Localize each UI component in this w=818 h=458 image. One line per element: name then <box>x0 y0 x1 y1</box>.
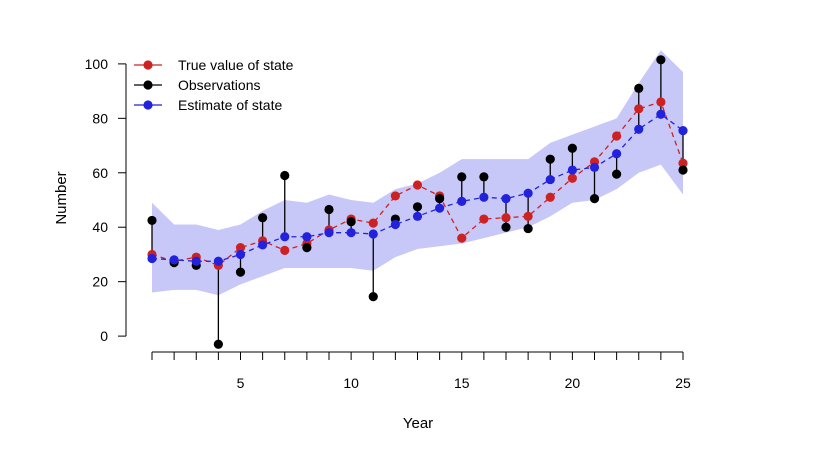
observation-point <box>545 154 555 164</box>
y-axis-title: Number <box>53 171 70 224</box>
estimate-point <box>501 194 511 204</box>
estimate-point <box>169 255 179 265</box>
observation-point <box>280 170 290 181</box>
observation-point <box>324 204 334 215</box>
estimate-point <box>191 256 201 266</box>
observation-point <box>346 217 356 227</box>
true-state-point <box>368 218 378 228</box>
x-axis-title: Year <box>403 415 433 432</box>
estimate-point <box>545 174 555 185</box>
observation-point <box>147 215 157 226</box>
x-tick-label: 15 <box>454 375 470 391</box>
true-state-point <box>523 211 533 221</box>
observation-point <box>501 222 511 232</box>
y-tick-label: 0 <box>100 328 108 344</box>
estimate-point <box>457 196 467 206</box>
legend-marker <box>143 100 153 110</box>
y-tick-label: 60 <box>92 165 108 181</box>
estimate-point <box>258 240 268 250</box>
true-state-point <box>390 191 400 201</box>
estimate-point <box>612 149 622 159</box>
estimate-point <box>656 109 666 119</box>
true-state-point <box>656 97 666 107</box>
estimate-point <box>346 228 356 238</box>
observation-point <box>258 213 268 223</box>
observation-point <box>612 169 622 179</box>
y-tick-label: 80 <box>92 110 108 126</box>
estimate-point <box>634 124 644 134</box>
estimate-point <box>368 229 378 239</box>
legend-marker <box>143 60 153 70</box>
estimate-point <box>567 165 577 175</box>
observation-point <box>213 339 223 349</box>
estimate-point <box>589 162 600 172</box>
observation-point <box>678 165 688 175</box>
legend: True value of state Observations Estimate … <box>134 57 294 113</box>
x-tick-label: 10 <box>343 375 359 391</box>
observation-point <box>589 194 600 204</box>
true-state-point <box>545 192 555 202</box>
true-state-point <box>501 213 511 223</box>
legend-marker <box>143 80 153 90</box>
estimate-point <box>235 249 246 260</box>
true-state-point <box>235 243 246 253</box>
estimate-point <box>213 256 223 266</box>
observation-point <box>479 172 489 182</box>
true-state-point <box>479 214 489 224</box>
estimate-point <box>435 203 445 213</box>
y-tick-label: 40 <box>92 219 108 235</box>
y-tick-label: 100 <box>85 56 109 72</box>
x-tick-label: 5 <box>237 375 245 391</box>
observation-point <box>634 83 644 93</box>
true-state-point <box>567 173 577 183</box>
estimate-point <box>147 253 157 264</box>
true-state-point <box>678 158 688 168</box>
observation-point <box>302 243 312 253</box>
true-state-point <box>457 233 467 243</box>
true-state-point <box>612 131 622 141</box>
observation-point <box>523 223 533 234</box>
estimate-point <box>479 192 489 202</box>
observation-point <box>457 172 467 182</box>
true-state-point <box>280 245 290 255</box>
y-tick-label: 20 <box>92 274 108 290</box>
estimate-point <box>280 232 290 242</box>
legend-label: Estimate of state <box>178 97 282 113</box>
legend-label: Observations <box>178 77 260 93</box>
x-tick-label: 25 <box>675 375 691 391</box>
estimate-point <box>324 228 334 238</box>
true-state-point <box>412 180 423 190</box>
x-tick-label: 20 <box>565 375 581 391</box>
axes-layer: 0 20 40 60 80 100 5 10 15 20 25 <box>85 56 691 391</box>
estimate-point <box>678 125 688 136</box>
observation-point <box>368 292 378 302</box>
series-points-layer <box>147 55 688 349</box>
estimate-point <box>523 188 533 198</box>
observation-point <box>567 143 577 153</box>
observation-point <box>235 267 246 277</box>
true-state-point <box>634 104 644 114</box>
legend-label: True value of state <box>178 57 294 73</box>
estimate-point <box>390 219 400 230</box>
observation-point <box>435 194 445 204</box>
observation-point <box>656 55 666 65</box>
observation-point <box>412 202 423 212</box>
estimate-point <box>412 211 423 221</box>
estimate-point <box>302 232 312 242</box>
